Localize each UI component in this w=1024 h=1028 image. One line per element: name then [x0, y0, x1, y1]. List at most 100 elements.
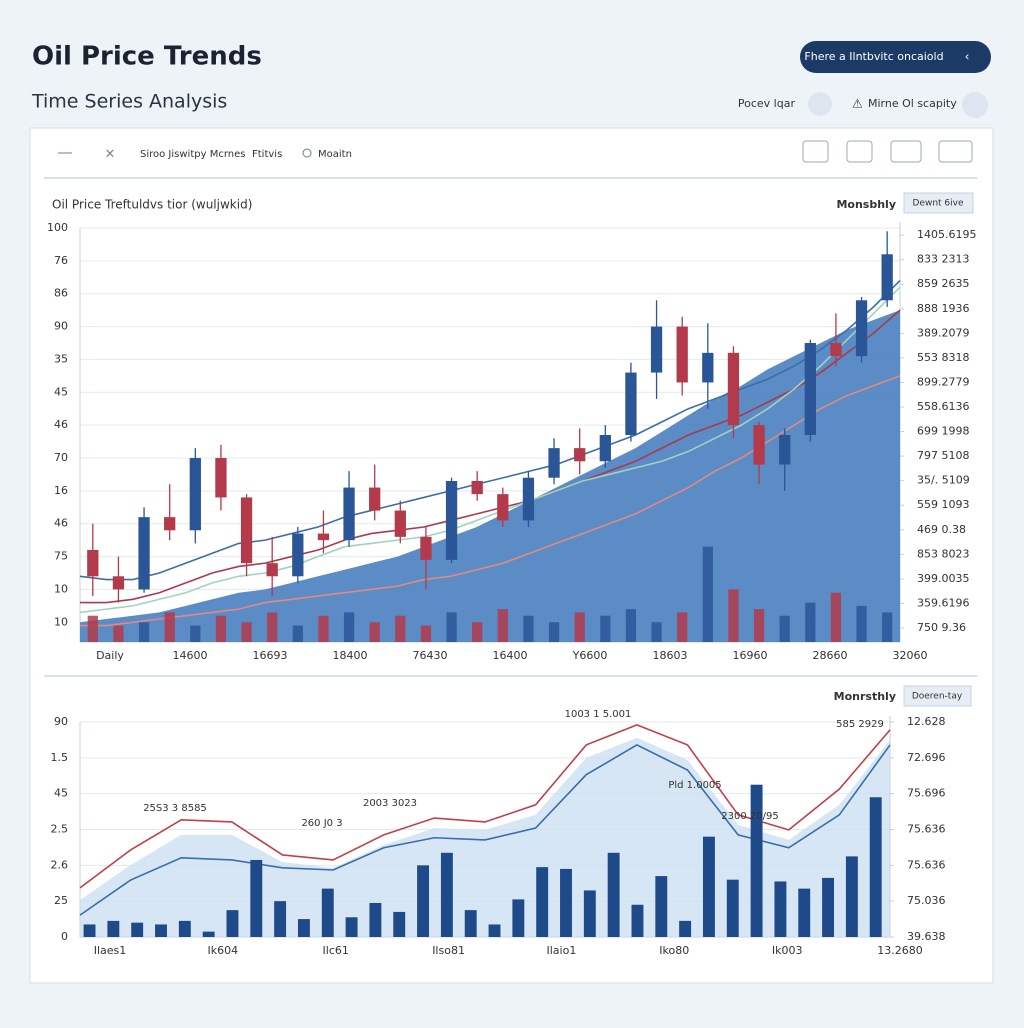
tool-button[interactable]: [890, 140, 922, 163]
line: [79, 286, 901, 614]
x-tick-label: Ik604: [208, 944, 239, 957]
y2-tick-label: 12.628: [907, 715, 946, 728]
y-tick-label: 76: [54, 254, 68, 267]
y-tick-label: 25: [54, 894, 68, 907]
y2-tick-label: 699 1998: [917, 425, 970, 438]
y-tick-label: 1.5: [51, 751, 69, 764]
volume-bar: [395, 615, 406, 642]
candle-body: [599, 435, 611, 462]
y-tick-label: 45: [54, 385, 68, 398]
chart-button[interactable]: [903, 685, 972, 707]
bar: [679, 920, 692, 937]
bar: [774, 881, 787, 937]
candle-body: [753, 425, 765, 465]
header-button[interactable]: [800, 41, 991, 73]
bar: [131, 922, 144, 937]
bar: [83, 924, 96, 937]
bar: [822, 877, 835, 937]
y-tick-label: 70: [54, 451, 68, 464]
header-link[interactable]: Mirne Ol scapity: [868, 97, 957, 110]
header-button-label[interactable]: Fhere a Ilntbvitc oncaiold: [804, 50, 943, 63]
candle-body: [394, 510, 406, 537]
toolbar-item[interactable]: Moaitn: [318, 149, 352, 160]
y-tick-label: 75: [54, 550, 68, 563]
candle-body: [138, 517, 150, 590]
icon-button[interactable]: [808, 92, 832, 116]
y2-tick-label: 399.0035: [917, 572, 970, 585]
candle-body: [266, 563, 278, 577]
x-tick-label: 28660: [813, 649, 848, 662]
candle-body: [702, 352, 714, 383]
y2-tick-label: 359.6196: [917, 596, 970, 609]
bar: [536, 867, 549, 937]
tool-button[interactable]: [802, 140, 829, 163]
candle-body: [343, 487, 355, 541]
x-tick-label: 18603: [653, 649, 688, 662]
x-tick-label: Y6600: [572, 649, 608, 662]
candle-body: [471, 481, 483, 495]
x-tick-label: 16693: [253, 649, 288, 662]
candle-body: [369, 487, 381, 511]
candle-body: [522, 477, 535, 521]
candle-body: [855, 300, 868, 357]
candle-body: [804, 343, 816, 435]
toolbar-item[interactable]: Siroo Jiswitpy Mcrnes: [140, 149, 245, 160]
chart-period: Monrsthly: [834, 690, 896, 703]
bar: [321, 888, 334, 937]
tool-button[interactable]: [938, 140, 973, 163]
y2-tick-label: 39.638: [907, 930, 946, 943]
close-icon[interactable]: ×: [105, 147, 116, 162]
bar: [845, 856, 858, 937]
x-tick-label: Ilso81: [432, 944, 465, 957]
candle-body: [189, 458, 201, 531]
header-button-icon[interactable]: ‹: [965, 50, 970, 64]
volume-bar: [87, 615, 98, 642]
toolbar-item[interactable]: Ftitvis: [252, 149, 282, 160]
y-tick-label: 100: [47, 221, 68, 234]
annotation: 2300 20/95: [721, 811, 778, 822]
volume-bar: [241, 622, 252, 642]
y2-tick-label: 559 1093: [917, 498, 970, 511]
bar: [440, 852, 453, 937]
y2-tick-label: 859 2635: [917, 277, 970, 290]
y-tick-label: 2.6: [51, 858, 69, 871]
volume-bar: [600, 615, 611, 642]
x-tick-label: Ilaes1: [94, 944, 127, 957]
candle-body: [625, 372, 637, 435]
y2-tick-label: 35/. 5109: [917, 474, 970, 487]
y2-tick-label: 558.6136: [917, 400, 970, 413]
y-tick-label: 46: [54, 418, 68, 431]
y-tick-label: 35: [54, 352, 68, 365]
chart-button-label[interactable]: Doeren-tay: [912, 692, 963, 702]
candle-body: [317, 533, 330, 541]
area: [80, 310, 900, 642]
y2-tick-label: 888 1936: [917, 302, 970, 315]
candle-body: [497, 494, 509, 521]
chart-button-label[interactable]: Dewnt 6ive: [912, 199, 963, 209]
annotation: 585 2929: [836, 719, 884, 730]
annotation: 2003 3023: [363, 798, 417, 809]
candle-body: [215, 458, 227, 498]
chart-button[interactable]: [903, 192, 974, 214]
header-link[interactable]: Pocev lqar: [738, 97, 796, 110]
bar: [607, 852, 620, 937]
volume-bar: [677, 612, 688, 642]
candle-body: [676, 326, 688, 383]
icon-button[interactable]: [962, 92, 988, 118]
bar: [107, 920, 120, 937]
y-tick-label: 2.5: [51, 823, 69, 836]
x-tick-label: Ilaio1: [547, 944, 577, 957]
volume-bar: [728, 589, 739, 642]
candle-body: [112, 576, 125, 590]
x-tick-label: Ilc61: [323, 944, 349, 957]
candle-body: [650, 326, 663, 373]
y2-tick-label: 469 0.38: [917, 523, 966, 536]
volume-bar: [215, 615, 227, 642]
y2-tick-label: 75.696: [907, 787, 946, 800]
candle-body: [881, 254, 893, 301]
bar: [798, 888, 811, 937]
tool-button[interactable]: [846, 140, 873, 163]
bar: [274, 901, 287, 937]
volume-bar: [420, 625, 432, 642]
bar: [655, 876, 668, 937]
